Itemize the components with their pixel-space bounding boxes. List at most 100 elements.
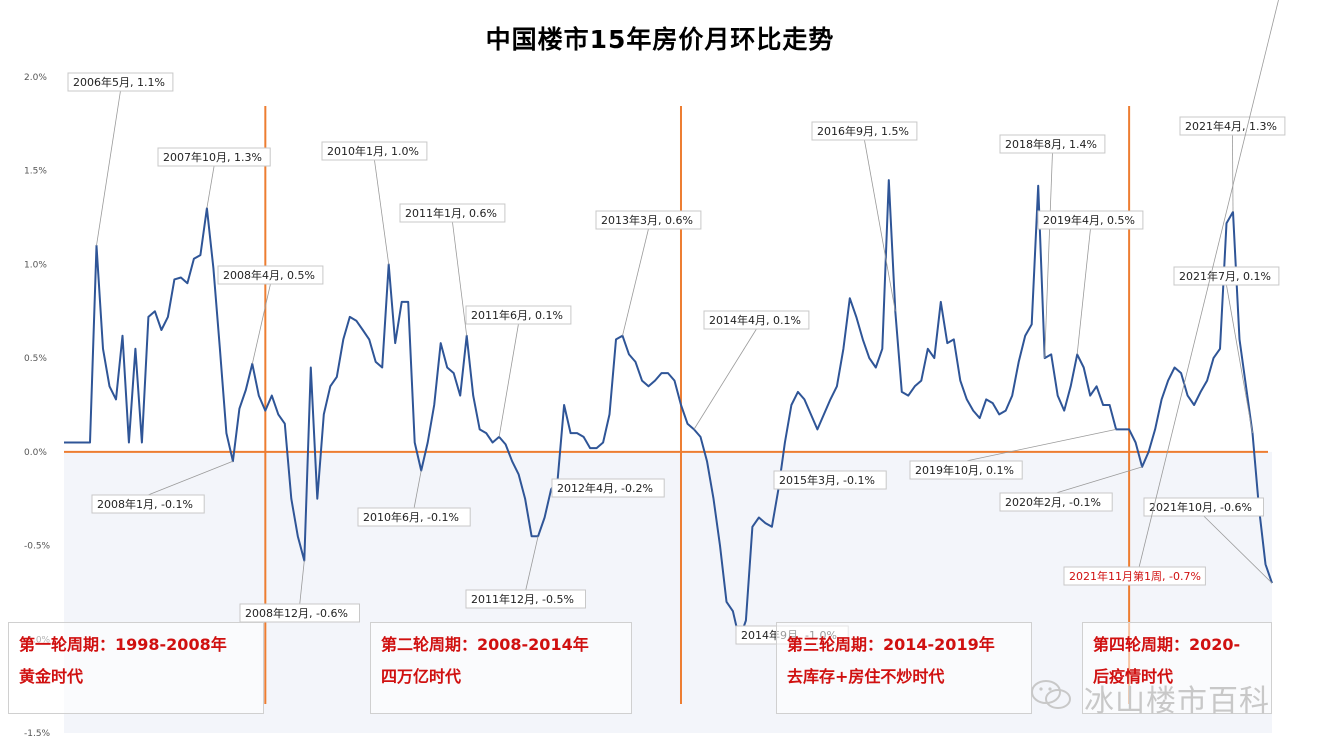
annotation-label: 2015年3月, -0.1% [779, 473, 875, 487]
annotation-leader-line [622, 228, 649, 336]
annotation-label: 2011年6月, 0.1% [471, 308, 563, 322]
data-annotation: 2008年4月, 0.5% [217, 265, 324, 364]
data-annotation: 2010年6月, -0.1% [357, 470, 471, 527]
annotation-leader-line [693, 328, 757, 430]
watermark-text: 冰山楼市百科 [1084, 684, 1270, 719]
data-annotation: 2021年11月第1周, -0.7% [1063, 0, 1279, 586]
annotation-box [811, 121, 918, 141]
annotation-label: 2021年7月, 0.1% [1179, 269, 1271, 283]
annotation-leader-line [206, 165, 215, 209]
annotation-label: 2014年4月, 0.1% [709, 313, 801, 327]
data-annotation: 2016年9月, 1.5% [811, 121, 918, 312]
annotation-leader-line [864, 139, 896, 312]
data-annotation: 2007年10月, 1.3% [157, 147, 271, 209]
annotation-box [1063, 566, 1206, 586]
annotation-label: 2021年11月第1周, -0.7% [1069, 569, 1201, 583]
watermark: 冰山楼市百科 [1030, 672, 1290, 722]
data-annotation: 2011年12月, -0.5% [465, 536, 586, 609]
y-tick-label: -1.5% [24, 729, 51, 739]
annotation-label: 2012年4月, -0.2% [557, 481, 653, 495]
data-annotation: 2012年4月, -0.2% [551, 478, 665, 498]
cycle-box-1-line2: 黄金时代 [19, 667, 84, 686]
annotation-box [217, 265, 324, 285]
data-annotation: 2021年7月, 0.1% [1173, 266, 1280, 434]
annotation-label: 2008年12月, -0.6% [245, 606, 348, 620]
annotation-box [399, 203, 506, 223]
annotation-box [703, 310, 810, 330]
data-annotation: 2013年3月, 0.6% [595, 210, 702, 336]
data-annotation: 2008年1月, -0.1% [91, 460, 234, 514]
annotation-leader-line [1232, 134, 1234, 212]
cycle-box-2-line1: 第二轮周期：2008-2014年 [381, 635, 589, 654]
annotation-box [551, 478, 665, 498]
annotation-label: 2010年6月, -0.1% [363, 510, 459, 524]
annotation-label: 2021年4月, 1.3% [1185, 119, 1277, 133]
y-tick-label: 1.0% [24, 260, 47, 270]
annotation-label: 2013年3月, 0.6% [601, 213, 693, 227]
annotation-leader-line [498, 323, 519, 437]
annotation-label: 2006年5月, 1.1% [73, 75, 165, 89]
annotation-leader-line [525, 536, 539, 591]
annotation-leader-line [452, 221, 468, 336]
y-tick-label: 2.0% [24, 73, 47, 83]
annotation-box [909, 460, 1023, 480]
annotation-box [67, 72, 174, 92]
annotation-leader-line [251, 283, 271, 364]
annotation-leader-line [374, 159, 390, 265]
cycle-box-1-line1: 第一轮周期：1998-2008年 [19, 635, 227, 654]
data-annotation: 2010年1月, 1.0% [321, 141, 428, 265]
annotation-label: 2007年10月, 1.3% [163, 150, 262, 164]
annotation-leader-line [413, 470, 422, 509]
annotation-box [157, 147, 271, 167]
y-tick-label: 0.5% [24, 354, 47, 364]
cycle-box-4-line2: 后疫情时代 [1093, 667, 1174, 686]
annotation-box [1143, 497, 1264, 517]
data-annotation: 2008年12月, -0.6% [239, 560, 360, 623]
annotation-leader-line [1203, 515, 1273, 584]
data-annotation: 2021年10月, -0.6% [1143, 497, 1273, 584]
y-tick-label: 1.5% [24, 167, 47, 177]
annotation-label: 2018年8月, 1.4% [1005, 137, 1097, 151]
annotation-leader-line [966, 428, 1117, 462]
cycle-box-2-line2: 四万亿时代 [381, 667, 462, 686]
annotation-label: 2016年9月, 1.5% [817, 124, 909, 138]
annotation-label: 2019年10月, 0.1% [915, 463, 1014, 477]
annotation-leader-line [96, 90, 121, 246]
cycle-box-1: 第一轮周期：1998-2008年 黄金时代 [8, 622, 264, 714]
annotation-box [999, 492, 1113, 512]
cycle-box-4: 第四轮周期：2020- 后疫情时代 [1082, 622, 1272, 714]
series-line [64, 179, 1273, 641]
annotation-leader-line [1055, 466, 1143, 494]
annotation-leader-line [1076, 228, 1091, 355]
y-tick-label: 0.0% [24, 448, 47, 458]
annotation-label: 2020年2月, -0.1% [1005, 495, 1101, 509]
annotation-box [1179, 116, 1286, 136]
cycle-box-4-line1: 第四轮周期：2020- [1093, 635, 1241, 654]
data-annotation: 2015年3月, -0.1% [773, 470, 887, 490]
data-annotation: 2014年4月, 0.1% [693, 310, 810, 430]
data-annotation: 2019年10月, 0.1% [909, 428, 1117, 480]
data-annotation: 2006年5月, 1.1% [67, 72, 174, 246]
data-annotation: 2019年4月, 0.5% [1037, 210, 1144, 355]
annotation-leader-line [1226, 284, 1253, 434]
data-annotation: 2011年1月, 0.6% [399, 203, 506, 336]
data-annotation: 2020年2月, -0.1% [999, 466, 1143, 512]
annotation-box [465, 305, 572, 325]
annotation-box [465, 589, 586, 609]
annotation-label: 2019年4月, 0.5% [1043, 213, 1135, 227]
chart-title: 中国楼市15年房价月环比走势 [485, 25, 835, 54]
annotation-label: 2021年10月, -0.6% [1149, 500, 1252, 514]
cycle-box-3-line2: 去库存+房住不炒时代 [787, 667, 945, 686]
annotation-box [1173, 266, 1280, 286]
annotation-box [595, 210, 702, 230]
annotation-box [357, 507, 471, 527]
annotation-box [999, 134, 1106, 154]
annotation-label: 2008年1月, -0.1% [97, 497, 193, 511]
data-annotation: 2011年6月, 0.1% [465, 305, 572, 437]
annotation-leader-line [1044, 152, 1053, 359]
annotation-box [321, 141, 428, 161]
annotation-box [1037, 210, 1144, 230]
cycle-box-3: 第三轮周期：2014-2019年 去库存+房住不炒时代 [776, 622, 1032, 714]
annotation-box [239, 603, 360, 623]
